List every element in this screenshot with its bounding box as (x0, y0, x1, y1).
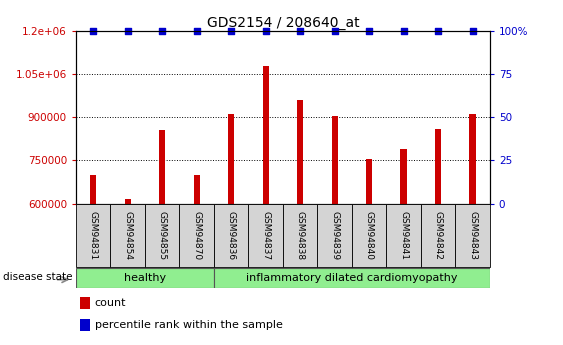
Text: GSM94838: GSM94838 (296, 211, 305, 260)
Text: GSM94854: GSM94854 (123, 211, 132, 260)
Bar (145, 204, 180, 267)
Bar (262, 66, 269, 204)
Bar (297, 100, 303, 204)
Text: GSM94843: GSM94843 (468, 211, 477, 260)
Bar (455, 204, 490, 267)
Point (158, 28, 167, 34)
Bar (110, 204, 145, 267)
Point (192, 28, 201, 34)
Bar (470, 115, 476, 204)
Point (468, 28, 477, 34)
Point (261, 28, 270, 34)
Bar (318, 204, 352, 267)
Point (89, 28, 98, 34)
Text: GSM94870: GSM94870 (192, 211, 201, 260)
Bar (80, 319, 91, 331)
Point (434, 28, 443, 34)
Bar (214, 268, 490, 288)
Text: count: count (95, 298, 126, 308)
Bar (76, 204, 110, 267)
Text: GSM94837: GSM94837 (261, 211, 270, 260)
Bar (90, 175, 96, 204)
Title: GDS2154 / 208640_at: GDS2154 / 208640_at (207, 16, 359, 30)
Bar (159, 130, 166, 204)
Bar (421, 204, 455, 267)
Text: disease state: disease state (3, 272, 72, 282)
Bar (214, 204, 248, 267)
Text: percentile rank within the sample: percentile rank within the sample (95, 320, 283, 330)
Point (296, 28, 305, 34)
Bar (248, 204, 283, 267)
Bar (228, 115, 234, 204)
Bar (283, 204, 318, 267)
Bar (332, 116, 338, 204)
Bar (435, 129, 441, 204)
Bar (400, 149, 406, 204)
Point (399, 28, 408, 34)
Point (330, 28, 339, 34)
Bar (366, 159, 372, 204)
Text: GSM94841: GSM94841 (399, 211, 408, 260)
Text: GSM94855: GSM94855 (158, 211, 167, 260)
Text: healthy: healthy (124, 273, 166, 283)
Bar (194, 175, 200, 204)
Text: GSM94831: GSM94831 (89, 211, 98, 260)
Point (227, 28, 236, 34)
Text: GSM94840: GSM94840 (365, 211, 374, 260)
Point (123, 28, 132, 34)
Text: inflammatory dilated cardiomyopathy: inflammatory dilated cardiomyopathy (246, 273, 458, 283)
Bar (352, 204, 386, 267)
Bar (180, 204, 214, 267)
Text: GSM94842: GSM94842 (434, 211, 443, 260)
Bar (124, 199, 131, 204)
Point (365, 28, 374, 34)
Bar (386, 204, 421, 267)
Bar (76, 268, 214, 288)
Bar (80, 297, 91, 309)
Text: GSM94836: GSM94836 (227, 211, 236, 260)
Text: GSM94839: GSM94839 (330, 211, 339, 260)
